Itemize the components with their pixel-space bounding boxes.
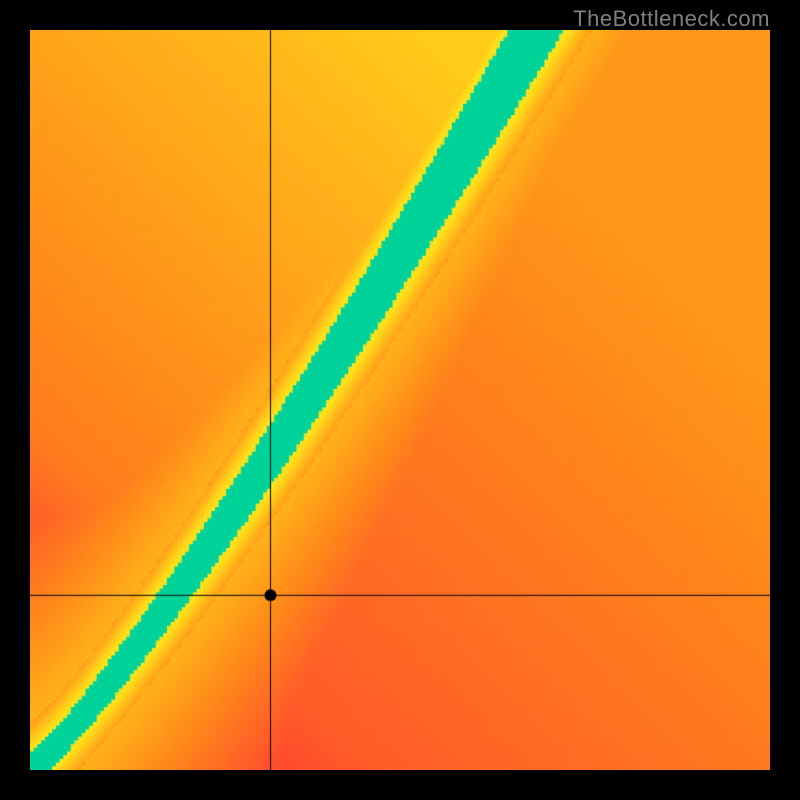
- watermark-text: TheBottleneck.com: [573, 6, 770, 32]
- bottleneck-heatmap: [30, 30, 770, 770]
- chart-frame: TheBottleneck.com: [0, 0, 800, 800]
